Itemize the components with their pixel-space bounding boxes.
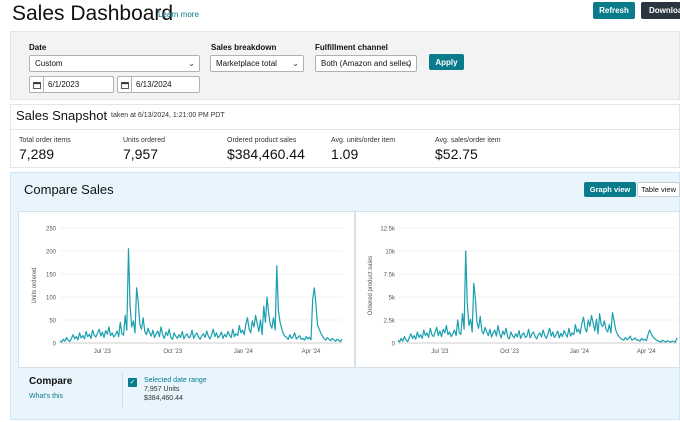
chevron-down-icon: ⌄: [405, 59, 412, 68]
date-range-value: Custom: [35, 59, 63, 68]
y-tick-label: 0: [392, 342, 396, 348]
start-date-value: 6/1/2023: [48, 80, 80, 89]
sales-snapshot-panel: [10, 104, 680, 168]
metric-label: Avg. sales/order item: [435, 137, 501, 144]
fulfillment-channel-value: Both (Amazon and seller): [321, 59, 412, 68]
x-tick-label: Jul '23: [94, 349, 112, 355]
x-tick-label: Oct '23: [500, 349, 519, 355]
calendar-icon[interactable]: [118, 77, 132, 92]
date-label: Date: [29, 43, 47, 52]
metric-value: 7,289: [19, 146, 55, 162]
calendar-icon[interactable]: [30, 77, 44, 92]
units-chart-panel: [18, 211, 355, 368]
metric-label: Units ordered: [123, 137, 166, 144]
date-range-select[interactable]: Custom ⌄: [29, 55, 200, 72]
y-tick-label: 0: [53, 342, 57, 348]
ordered-product-sales-chart: 0 2.5k 5k 7.5k 10k 12.5k Ordered product sales…: [368, 227, 678, 355]
metric-label: Ordered product sales: [227, 137, 297, 144]
fulfillment-channel-label: Fulfillment channel: [315, 43, 388, 52]
compare-sales-title: Compare Sales: [24, 182, 114, 197]
x-tick-label: Apr '24: [637, 349, 656, 355]
sales-snapshot-title: Sales Snapshot: [16, 108, 108, 123]
series-line: [59, 248, 343, 343]
series-label: Selected date range: [144, 377, 207, 384]
y-tick-label: 10k: [385, 250, 396, 256]
metric-value: $52.75: [435, 146, 478, 162]
x-tick-label: Jul '23: [431, 349, 449, 355]
learn-more-link[interactable]: Learn more: [158, 10, 199, 19]
metric-value: 1.09: [331, 146, 359, 162]
metric-value: 7,957: [123, 146, 159, 162]
fulfillment-channel-select[interactable]: Both (Amazon and seller) ⌄: [315, 55, 417, 72]
sales-breakdown-value: Marketplace total: [216, 59, 277, 68]
metric-label: Avg. units/order item: [331, 137, 396, 144]
chevron-down-icon: ⌄: [188, 59, 195, 68]
x-tick-label: Apr '24: [302, 349, 321, 355]
whats-this-link[interactable]: What's this: [29, 393, 64, 400]
chevron-down-icon: ⌄: [292, 59, 299, 68]
y-tick-label: 5k: [389, 296, 396, 302]
sales-breakdown-label: Sales breakdown: [211, 43, 277, 52]
y-tick-label: 100: [46, 296, 57, 302]
end-date-value: 6/13/2024: [136, 80, 172, 89]
download-button[interactable]: Download: [641, 2, 680, 19]
series-units: 7,957 Units: [144, 386, 180, 393]
y-axis-label: Ordered product sales: [368, 256, 374, 315]
x-tick-label: Jan '24: [570, 349, 590, 355]
page-title: Sales Dashboard: [12, 2, 174, 25]
x-tick-label: Oct '23: [163, 349, 182, 355]
apply-button[interactable]: Apply: [429, 54, 464, 70]
series-line: [397, 250, 678, 343]
sales-snapshot-header: [10, 104, 680, 130]
sales-breakdown-select[interactable]: Marketplace total ⌄: [210, 55, 304, 72]
snapshot-timestamp: taken at 6/13/2024, 1:21:00 PM PDT: [111, 112, 225, 119]
y-tick-label: 12.5k: [380, 227, 396, 233]
compare-series-box: [122, 373, 227, 409]
y-tick-label: 50: [49, 319, 56, 325]
y-tick-label: 200: [46, 250, 57, 256]
table-view-button[interactable]: Table view: [637, 182, 680, 197]
selected-range-checkbox[interactable]: ✓: [128, 378, 137, 387]
y-tick-label: 150: [46, 273, 57, 279]
graph-view-button[interactable]: Graph view: [584, 182, 636, 197]
sales-chart-panel: [355, 211, 680, 368]
metric-value: $384,460.44: [227, 146, 305, 162]
series-sales: $384,460.44: [144, 395, 183, 402]
metric-label: Total order items: [19, 137, 71, 144]
y-tick-label: 7.5k: [384, 273, 396, 279]
y-tick-label: 250: [46, 227, 57, 233]
units-ordered-chart: 0 50 100 150 200 250 Units ordered Jul '23 Oct '…: [32, 227, 343, 355]
y-tick-label: 2.5k: [384, 319, 396, 325]
y-axis-label: Units ordered: [32, 267, 38, 303]
compare-heading: Compare: [29, 376, 73, 387]
x-tick-label: Jan '24: [234, 349, 254, 355]
refresh-button[interactable]: Refresh: [593, 2, 635, 19]
end-date-field[interactable]: 6/13/2024: [117, 76, 200, 93]
start-date-field[interactable]: 6/1/2023: [29, 76, 114, 93]
